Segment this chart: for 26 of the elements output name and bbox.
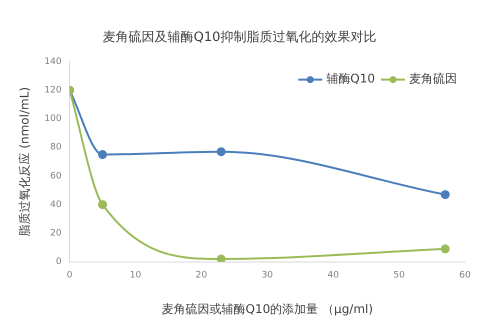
x-tick-label: 60 — [459, 270, 471, 281]
point — [98, 200, 108, 210]
x-tick-label: 50 — [393, 270, 406, 281]
y-tick-label: 100 — [44, 114, 62, 124]
point — [98, 150, 108, 160]
y-tick-label: 80 — [50, 142, 62, 153]
point — [216, 254, 226, 262]
y-tick-label: 120 — [44, 86, 62, 96]
y-tick-label: 20 — [50, 228, 62, 239]
x-tick-label: 40 — [327, 270, 340, 281]
chart-title: 麦角硫因及辅酶Q10抑制脂质过氧化的效果对比 — [102, 30, 376, 46]
point — [216, 147, 226, 156]
x-tick-label: 30 — [262, 270, 274, 281]
x-tick-label: 10 — [130, 270, 142, 281]
y-tick-label: 40 — [50, 200, 62, 210]
x-tick-label: 0 — [66, 270, 73, 281]
y-axis-title: 脂质过氧化反应 (nmol/mL) — [17, 86, 32, 236]
y-tick-label: 60 — [50, 171, 62, 182]
point — [440, 244, 450, 254]
legend-label: 麦角硫因 — [409, 72, 457, 86]
y-tick-label: 0 — [56, 257, 62, 268]
y-tick-label: 140 — [44, 56, 62, 67]
x-axis-title: 麦角硫因或辅酶Q10的添加量 （μg/ml) — [162, 302, 374, 316]
x-tick-label: 20 — [196, 270, 208, 281]
legend-label: 辅酶Q10 — [326, 72, 376, 86]
point — [440, 190, 450, 200]
